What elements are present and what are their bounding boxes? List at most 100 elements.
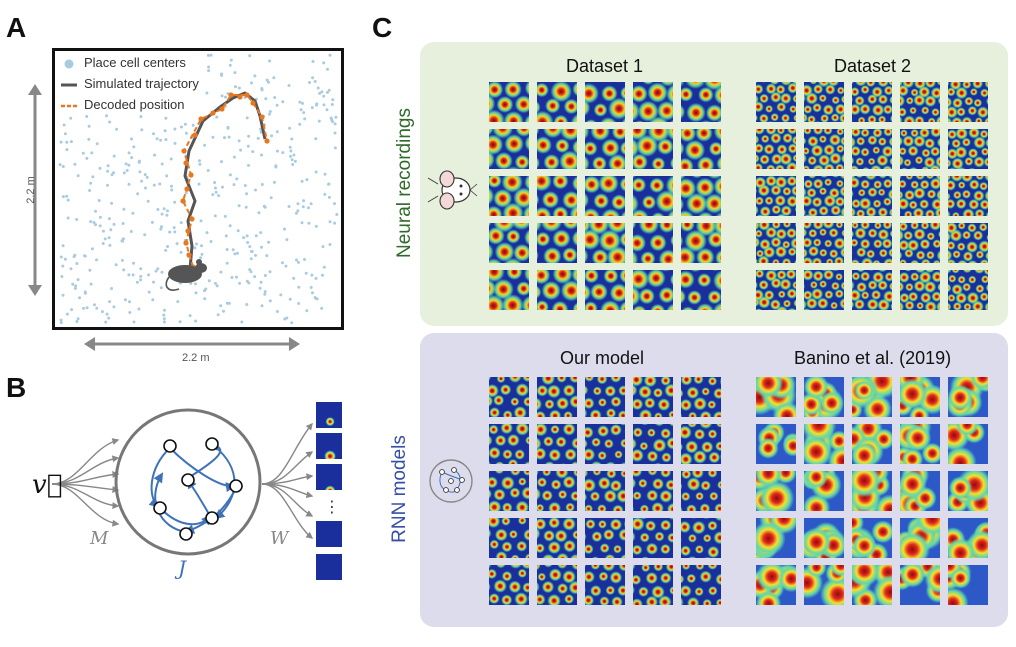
ratemap-dataset-2 bbox=[756, 82, 796, 122]
ratemap-dataset-2 bbox=[948, 223, 988, 263]
place-cell-dot bbox=[163, 129, 167, 133]
place-cell-dot bbox=[205, 91, 209, 95]
place-cell-dot bbox=[94, 209, 97, 213]
environment-plot bbox=[58, 53, 339, 325]
place-cell-dot bbox=[89, 282, 93, 286]
ratemap-our-model bbox=[633, 518, 673, 558]
place-cell-dot bbox=[85, 306, 89, 310]
place-cell-dot bbox=[85, 115, 89, 118]
place-cell-dot bbox=[138, 170, 142, 174]
place-cell-dot bbox=[229, 58, 233, 62]
place-cell-dot bbox=[105, 114, 108, 118]
decoded-position-point bbox=[219, 106, 225, 112]
place-cell-dot bbox=[321, 273, 324, 277]
place-cell-dot bbox=[172, 226, 176, 230]
place-cell-dot bbox=[272, 76, 276, 80]
place-cell-dot bbox=[76, 174, 80, 178]
place-cell-dot bbox=[135, 280, 139, 284]
place-cell-dot bbox=[155, 137, 159, 141]
place-cell-dot bbox=[322, 61, 326, 65]
place-cell-dot bbox=[59, 140, 63, 144]
place-cell-dot bbox=[310, 273, 314, 277]
place-cell-dot bbox=[219, 304, 223, 308]
place-cell-dot bbox=[162, 313, 166, 317]
place-cell-dot bbox=[316, 86, 320, 90]
place-cell-dot bbox=[259, 231, 263, 235]
decoded-position-point bbox=[189, 216, 195, 222]
place-cell-dot bbox=[287, 84, 291, 87]
ratemap-dataset-2 bbox=[948, 82, 988, 122]
place-cell-dot bbox=[98, 166, 102, 170]
place-cell-dot bbox=[124, 162, 128, 166]
place-cell-dot bbox=[152, 280, 155, 284]
place-cell-dot bbox=[227, 135, 231, 139]
place-cell-dot bbox=[303, 117, 307, 121]
place-cell-dot bbox=[200, 252, 204, 256]
place-cell-dot bbox=[160, 225, 163, 229]
place-cell-dot bbox=[273, 96, 277, 99]
place-cell-dot bbox=[107, 316, 111, 320]
decoded-position-point bbox=[186, 252, 192, 258]
place-cell-dot bbox=[104, 320, 108, 324]
place-cell-dot bbox=[213, 181, 217, 184]
ratemap-banino bbox=[948, 424, 988, 464]
place-cell-dot bbox=[131, 273, 135, 277]
ratemap-banino bbox=[804, 424, 844, 464]
place-cell-dot bbox=[139, 278, 143, 282]
decoded-position-point bbox=[250, 100, 256, 106]
place-cell-dot bbox=[220, 160, 223, 164]
place-cell-dot bbox=[206, 53, 210, 57]
place-cell-dot bbox=[298, 122, 302, 126]
place-cell-dot bbox=[281, 151, 285, 155]
place-cell-dot bbox=[222, 309, 225, 313]
place-cell-dot bbox=[139, 115, 143, 119]
place-cell-dot bbox=[260, 153, 263, 157]
place-cell-dot bbox=[302, 199, 306, 203]
place-cell-dot bbox=[249, 270, 253, 274]
ratemap-banino bbox=[852, 518, 892, 558]
place-cell-dot bbox=[108, 243, 112, 247]
place-cell-dot bbox=[314, 170, 318, 174]
place-cell-dot bbox=[302, 111, 306, 115]
panel-b-letter: B bbox=[6, 372, 27, 403]
decoded-position-point bbox=[259, 114, 265, 120]
ratemap-banino bbox=[852, 424, 892, 464]
place-cell-dot bbox=[170, 188, 174, 192]
place-cell-dot bbox=[143, 173, 147, 177]
place-cell-dot bbox=[245, 116, 249, 120]
place-cell-dot bbox=[76, 278, 80, 282]
place-cell-dot bbox=[297, 260, 300, 264]
ratemap-dataset-1 bbox=[681, 270, 721, 310]
place-cell-dot bbox=[214, 190, 218, 194]
decoded-position-point bbox=[188, 172, 194, 178]
place-cell-dot bbox=[333, 202, 336, 206]
place-cell-legend-icon bbox=[64, 59, 74, 69]
place-cell-dot bbox=[61, 293, 65, 297]
place-cell-dot bbox=[250, 81, 253, 85]
place-cell-dot bbox=[260, 87, 264, 90]
place-cell-dot bbox=[73, 286, 77, 290]
rnn-models-label: RNN models bbox=[389, 435, 410, 543]
ratemap-dataset-1 bbox=[633, 82, 673, 122]
place-cell-dot bbox=[110, 173, 114, 177]
place-cell-dot bbox=[194, 282, 197, 286]
ratemap-our-model bbox=[585, 424, 625, 464]
ratemap-dataset-2 bbox=[804, 176, 844, 216]
place-cell-dot bbox=[233, 252, 237, 256]
place-cell-dot bbox=[85, 156, 89, 160]
place-cell-dot bbox=[275, 103, 279, 107]
place-cell-dot bbox=[331, 98, 335, 102]
place-cell-dot bbox=[160, 270, 164, 274]
ratemap-our-model bbox=[633, 471, 673, 511]
place-cell-dot bbox=[122, 268, 126, 272]
place-cell-dot bbox=[162, 207, 166, 211]
place-cell-dot bbox=[299, 108, 303, 112]
place-cell-dot bbox=[259, 280, 263, 284]
place-cell-dot bbox=[203, 297, 207, 301]
place-cell-dot bbox=[127, 273, 131, 277]
place-cell-dot bbox=[296, 202, 300, 206]
place-cell-dot bbox=[137, 160, 141, 164]
place-cell-dot bbox=[281, 261, 284, 265]
place-cell-dot bbox=[122, 207, 126, 211]
place-cell-dot bbox=[267, 240, 271, 244]
